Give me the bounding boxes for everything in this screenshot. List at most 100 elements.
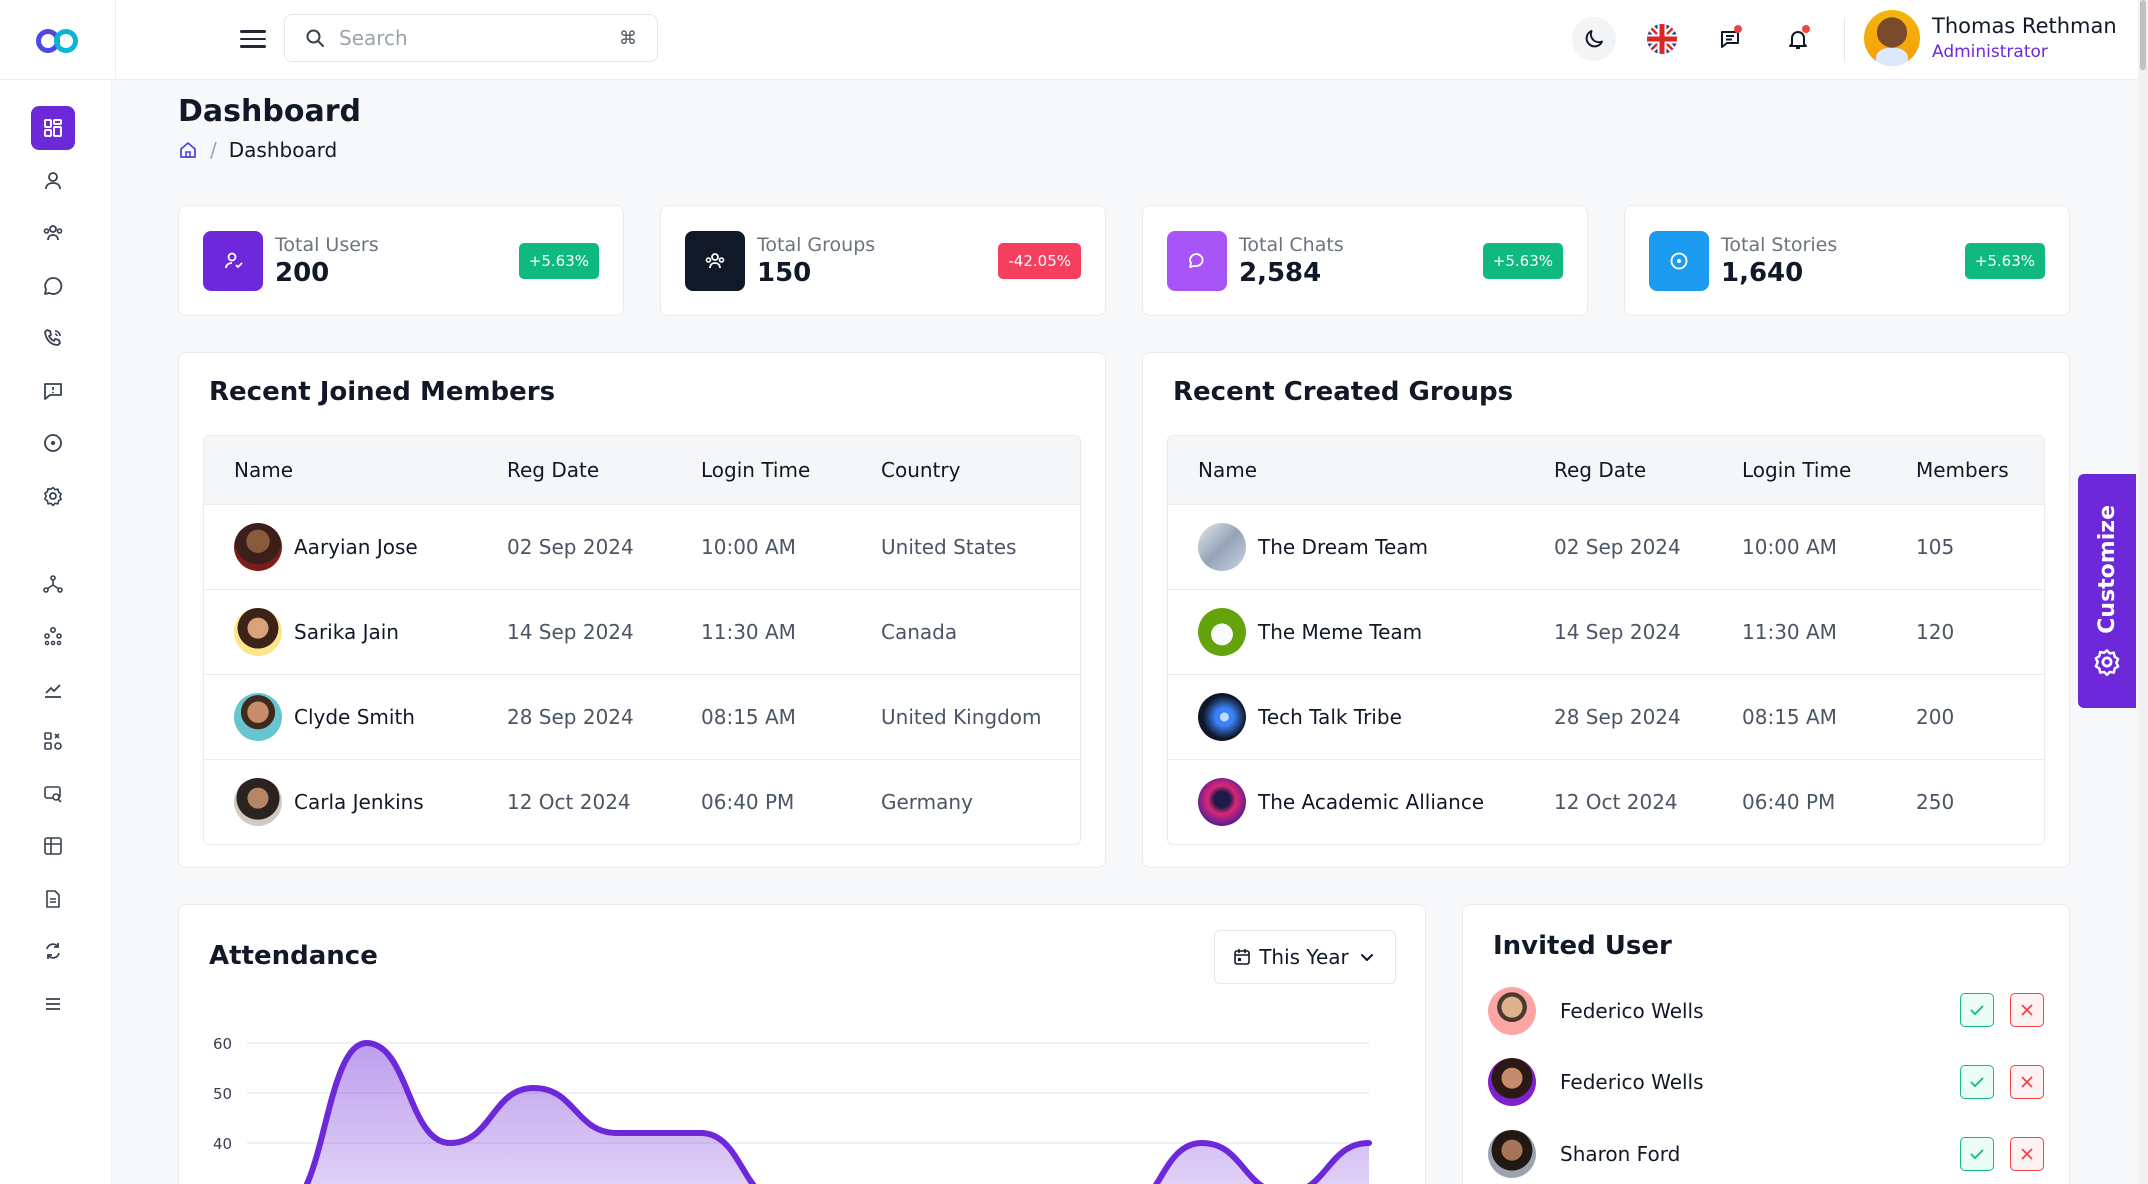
sidebar-item-organization[interactable]: [31, 614, 75, 658]
gear-icon: [44, 486, 62, 507]
sidebar-item-dashboard[interactable]: [31, 106, 75, 150]
check-icon: [1970, 1149, 1984, 1160]
reg-date: 12 Oct 2024: [1554, 790, 1678, 814]
column-header[interactable]: Login Time: [701, 458, 811, 482]
member-name: Aaryian Jose: [294, 535, 418, 559]
sidebar-item-chats[interactable]: [31, 264, 75, 308]
invited-user-name: Federico Wells: [1560, 1070, 1704, 1094]
recent-members-panel: Recent Joined Members Name Reg Date Logi…: [178, 352, 1106, 868]
table-row[interactable]: Sarika Jain 14 Sep 2024 11:30 AM Canada: [204, 589, 1080, 674]
sidebar-item-reports[interactable]: [31, 369, 75, 413]
attendance-line: [303, 1039, 1372, 1184]
avatar: [234, 608, 282, 656]
group-icon: [43, 225, 63, 241]
table-row[interactable]: The Meme Team 14 Sep 2024 11:30 AM 120: [1168, 589, 2044, 674]
table-row[interactable]: Aaryian Jose 02 Sep 2024 10:00 AM United…: [204, 504, 1080, 589]
sidebar-item-calls[interactable]: [31, 316, 75, 360]
column-header[interactable]: Reg Date: [1554, 458, 1647, 482]
search-box[interactable]: ⌘: [284, 14, 658, 62]
table-row[interactable]: The Academic Alliance 12 Oct 2024 06:40 …: [1168, 759, 2044, 844]
chat-icon: [44, 277, 63, 295]
sidebar-item-users[interactable]: [31, 159, 75, 203]
sidebar-item-menu[interactable]: [31, 982, 75, 1026]
accept-button[interactable]: [1960, 1137, 1994, 1171]
stat-change-badge: +5.63%: [1964, 242, 2045, 279]
menu-toggle-icon[interactable]: [240, 26, 266, 52]
sidebar-item-documents[interactable]: [31, 877, 75, 921]
gear-icon: [2094, 649, 2120, 677]
avatar: [1488, 1058, 1536, 1106]
sidebar-item-sync[interactable]: [31, 929, 75, 973]
page-scrollbar[interactable]: [2138, 0, 2148, 1184]
scrollbar-thumb[interactable]: [2140, 0, 2146, 70]
column-header[interactable]: Name: [1198, 458, 1258, 482]
organization-icon: [44, 626, 62, 646]
accept-button[interactable]: [1960, 993, 1994, 1027]
column-header[interactable]: Members: [1916, 458, 2009, 482]
reject-button[interactable]: [2010, 1137, 2044, 1171]
login-time: 06:40 PM: [1742, 790, 1836, 814]
dashboard-icon: [44, 119, 62, 137]
search-chat-icon: [44, 786, 62, 803]
column-header[interactable]: Reg Date: [507, 458, 600, 482]
member-name: Clyde Smith: [294, 705, 415, 729]
login-time: 11:30 AM: [701, 620, 796, 644]
sidebar-item-analytics[interactable]: [31, 667, 75, 711]
group-avatar: [1198, 608, 1246, 656]
table-header: Name Reg Date Login Time Country: [204, 436, 1080, 504]
stat-label: Total Users: [275, 233, 379, 256]
sidebar-item-apps[interactable]: [31, 719, 75, 763]
sidebar-item-groups[interactable]: [31, 211, 75, 255]
list-item: Federico Wells: [1488, 987, 1704, 1035]
login-time: 06:40 PM: [701, 790, 795, 814]
member-count: 250: [1916, 790, 1955, 814]
group-avatar: [1198, 523, 1246, 571]
sidebar-item-search-chat[interactable]: [31, 772, 75, 816]
dark-mode-toggle[interactable]: [1572, 17, 1616, 61]
search-input[interactable]: [339, 26, 619, 50]
sidebar-item-stories[interactable]: [31, 421, 75, 465]
list-item: Sharon Ford: [1488, 1130, 1680, 1178]
reject-button[interactable]: [2010, 1065, 2044, 1099]
customize-button[interactable]: Customize: [2078, 474, 2136, 708]
avatar: [234, 693, 282, 741]
home-icon[interactable]: [178, 140, 198, 160]
table-row[interactable]: Carla Jenkins 12 Oct 2024 06:40 PM Germa…: [204, 759, 1080, 844]
accept-button[interactable]: [1960, 1065, 1994, 1099]
close-icon: [2021, 1148, 2033, 1160]
unread-dot: [1802, 25, 1810, 33]
notifications-button[interactable]: [1776, 17, 1820, 61]
sidebar: [0, 80, 112, 1184]
user-profile-menu[interactable]: Thomas Rethman Administrator: [1864, 10, 2117, 66]
table-row[interactable]: Clyde Smith 28 Sep 2024 08:15 AM United …: [204, 674, 1080, 759]
groups-table: Name Reg Date Login Time Members The Dre…: [1167, 435, 2045, 845]
column-header[interactable]: Login Time: [1742, 458, 1852, 482]
stat-value: 1,640: [1721, 257, 1804, 288]
messages-button[interactable]: [1708, 17, 1752, 61]
reg-date: 28 Sep 2024: [1554, 705, 1681, 729]
members-table: Name Reg Date Login Time Country Aaryian…: [203, 435, 1081, 845]
column-header[interactable]: Country: [881, 458, 961, 482]
top-bar: ⌘ Thomas Rethman Administrator: [0, 0, 2148, 80]
country: United Kingdom: [881, 705, 1042, 729]
y-tick-label: 50: [213, 1085, 232, 1103]
reject-button[interactable]: [2010, 993, 2044, 1027]
sidebar-item-tables[interactable]: [31, 824, 75, 868]
period-select[interactable]: This Year: [1214, 930, 1396, 984]
sidebar-item-settings[interactable]: [31, 474, 75, 518]
sidebar-item-hierarchy[interactable]: [31, 562, 75, 606]
panel-title: Invited User: [1493, 931, 1672, 961]
table-row[interactable]: Tech Talk Tribe 28 Sep 2024 08:15 AM 200: [1168, 674, 2044, 759]
page-title: Dashboard: [178, 94, 361, 129]
stat-label: Total Chats: [1239, 233, 1344, 256]
attendance-area: [306, 1043, 1369, 1184]
app-logo[interactable]: [34, 25, 82, 55]
column-header[interactable]: Name: [234, 458, 294, 482]
avatar: [1488, 1130, 1536, 1178]
member-name: Sarika Jain: [294, 620, 399, 644]
language-selector[interactable]: [1640, 17, 1684, 61]
table-row[interactable]: The Dream Team 02 Sep 2024 10:00 AM 105: [1168, 504, 2044, 589]
reg-date: 14 Sep 2024: [1554, 620, 1681, 644]
group-name: The Academic Alliance: [1258, 790, 1485, 814]
login-time: 10:00 AM: [1742, 535, 1837, 559]
